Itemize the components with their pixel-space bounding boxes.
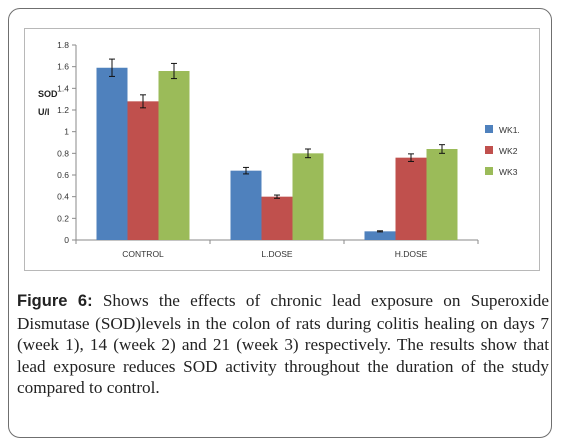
figure-caption: Figure 6: Shows the effects of chronic l… bbox=[17, 290, 549, 399]
x-tick-label: CONTROL bbox=[122, 249, 164, 259]
y-tick-label: 1.8 bbox=[57, 40, 69, 50]
chart-bars bbox=[96, 58, 458, 240]
bar bbox=[158, 71, 190, 240]
y-tick-label: 1.6 bbox=[57, 62, 69, 72]
y-tick-label: 0.6 bbox=[57, 170, 69, 180]
legend-swatch bbox=[485, 167, 493, 175]
y-tick-label: 1.2 bbox=[57, 105, 69, 115]
x-tick-label: L.DOSE bbox=[261, 249, 293, 259]
y-tick-label: 0.2 bbox=[57, 213, 69, 223]
legend-label: WK2 bbox=[499, 146, 518, 156]
y-axis-label-line: U/l bbox=[38, 107, 50, 117]
bar bbox=[230, 170, 262, 240]
bar bbox=[364, 231, 396, 240]
legend-label: WK3 bbox=[499, 167, 518, 177]
bar bbox=[426, 149, 458, 240]
x-tick-label: H.DOSE bbox=[395, 249, 428, 259]
bar bbox=[292, 153, 324, 240]
bar bbox=[96, 67, 128, 240]
y-tick-label: 0.8 bbox=[57, 148, 69, 158]
y-tick-label: 1.4 bbox=[57, 83, 69, 93]
chart-legend: WK1. WK2 WK3 bbox=[485, 125, 520, 177]
y-axis-label: SOD U/l bbox=[38, 89, 58, 117]
caption-text: Shows the effects of chronic lead exposu… bbox=[17, 291, 549, 398]
legend-label: WK1. bbox=[499, 125, 520, 135]
y-tick-label: 0 bbox=[64, 235, 69, 245]
bar bbox=[261, 196, 293, 240]
y-tick-label: 1 bbox=[64, 127, 69, 137]
bar bbox=[127, 101, 159, 240]
y-axis-label-line: SOD bbox=[38, 89, 58, 99]
bar bbox=[395, 157, 427, 240]
legend-swatch bbox=[485, 125, 493, 133]
y-tick-label: 0.4 bbox=[57, 192, 69, 202]
legend-swatch bbox=[485, 146, 493, 154]
caption-label: Figure 6: bbox=[17, 292, 93, 310]
